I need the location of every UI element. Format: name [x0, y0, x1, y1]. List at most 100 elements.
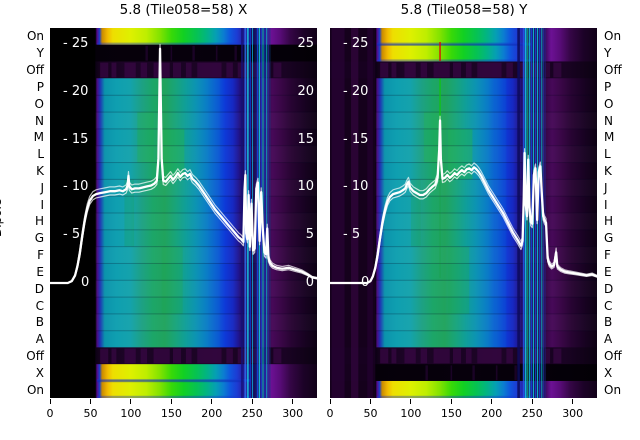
row-divider: [375, 145, 597, 147]
off-row-texture: [420, 62, 428, 78]
vertical-stripe: [534, 28, 537, 398]
bright-row-edge: [376, 395, 531, 398]
dipole-row-labels-left: On Y Off P O N M L K J I H G F E D C B A Off X On: [0, 0, 44, 440]
row-sheen: [95, 314, 317, 331]
off-row-texture: [250, 348, 262, 364]
row-label-p-3: P: [36, 79, 44, 94]
x-axis-right: 0 50 100 150 200 250 300: [327, 398, 597, 428]
y-tick-label-right: 15: [297, 131, 314, 147]
x-tick-mark: [170, 399, 172, 404]
off-row-texture: [153, 62, 170, 78]
off-row-texture: [145, 45, 148, 61]
green-rfi-line: [439, 78, 441, 120]
bright-row-edge: [376, 59, 531, 62]
row-label-a-18: A: [35, 332, 44, 347]
row-label-g-12: G: [604, 231, 614, 246]
off-row-texture: [465, 62, 472, 78]
vertical-stripe: [266, 28, 268, 398]
row-label-off-19: Off: [604, 349, 622, 363]
row-divider: [375, 195, 597, 197]
vertical-stripe: [269, 28, 271, 398]
off-row-texture: [170, 45, 173, 61]
off-row-texture: [495, 365, 498, 381]
row-label-b-17: B: [35, 315, 44, 330]
off-row-texture: [100, 348, 109, 364]
vertical-stripe: [264, 28, 266, 398]
off-row-texture: [452, 62, 462, 78]
heatmap-patch: [410, 179, 421, 247]
heatmap-panel-y: - 25 - 20 - 15 - 10 - 5 0: [330, 28, 597, 398]
off-row-texture: [226, 62, 233, 78]
row-divider: [95, 178, 317, 180]
row-divider: [95, 145, 317, 147]
left-region-band: [351, 28, 359, 398]
x-tick-mark: [130, 399, 132, 404]
x-tick-mark: [211, 399, 213, 404]
row-label-x-20: X: [35, 365, 44, 380]
x-tick-label: 150: [160, 407, 182, 420]
row-label-off-2: Off: [26, 63, 44, 77]
row-divider: [95, 330, 317, 332]
off-row-texture: [100, 62, 109, 78]
row-label-c-16: C: [35, 298, 44, 313]
x-tick-label: 100: [400, 407, 422, 420]
off-row-texture: [250, 62, 262, 78]
row-divider: [375, 246, 597, 248]
y-tick-label: - 10: [343, 179, 369, 195]
row-divider: [95, 279, 317, 281]
row-label-o-4: O: [34, 96, 44, 111]
bright-row-edge: [96, 42, 251, 45]
vertical-stripe: [267, 28, 270, 398]
y-tick-label: 0: [361, 275, 370, 290]
vertical-stripe: [541, 28, 543, 398]
off-row-texture: [185, 62, 192, 78]
row-divider: [95, 246, 317, 248]
x-tick-label: 50: [83, 407, 98, 420]
row-label-on-0: On: [604, 29, 622, 44]
off-row-texture: [226, 348, 233, 364]
bright-row-split: [96, 380, 251, 383]
off-row-texture: [273, 348, 282, 364]
y-tick-label: 0: [81, 275, 90, 290]
row-sheen: [375, 146, 597, 163]
row-divider: [95, 111, 317, 113]
x-tick-label: 50: [363, 407, 378, 420]
y-tick-label: - 5: [343, 227, 361, 243]
row-label-b-17: B: [604, 315, 613, 330]
x-tick-mark: [531, 399, 533, 404]
row-label-m-6: M: [604, 130, 615, 145]
row-divider: [375, 313, 597, 315]
y-tick-label: - 25: [63, 36, 89, 51]
heatmap-patch: [161, 246, 183, 314]
off-row-texture: [111, 348, 117, 364]
off-row-texture: [380, 62, 389, 78]
row-label-d-15: D: [604, 281, 614, 296]
row-divider: [375, 128, 597, 130]
row-label-off-2: Off: [604, 63, 622, 77]
x-tick-label: 200: [201, 407, 223, 420]
y-tick-label: - 15: [343, 131, 369, 147]
x-tick-mark: [410, 399, 412, 404]
off-row-texture: [265, 62, 271, 78]
off-row-texture: [192, 45, 195, 61]
row-label-j-9: J: [40, 180, 44, 195]
row-label-l-7: L: [37, 147, 44, 162]
x-tick-mark: [491, 399, 493, 404]
row-label-d-15: D: [34, 281, 44, 296]
row-sheen: [375, 280, 597, 297]
off-row-texture: [404, 62, 416, 78]
row-divider: [95, 229, 317, 231]
x-tick-mark: [251, 399, 253, 404]
row-sheen: [95, 247, 317, 264]
x-tick-mark: [90, 399, 91, 404]
y-tick-label-right: 5: [305, 227, 314, 243]
row-label-x-20: X: [604, 365, 613, 380]
vertical-stripe: [538, 28, 541, 398]
off-row-texture: [553, 62, 562, 78]
row-sheen: [375, 314, 597, 331]
row-label-k-8: K: [604, 164, 612, 178]
left-region-band: [367, 28, 373, 398]
off-row-texture: [185, 348, 192, 364]
heatmap-panel-x: - 25 - 20 - 15 - 10 - 5 0 25 20 15 10 5 0: [50, 28, 317, 398]
row-label-a-18: A: [604, 332, 613, 347]
